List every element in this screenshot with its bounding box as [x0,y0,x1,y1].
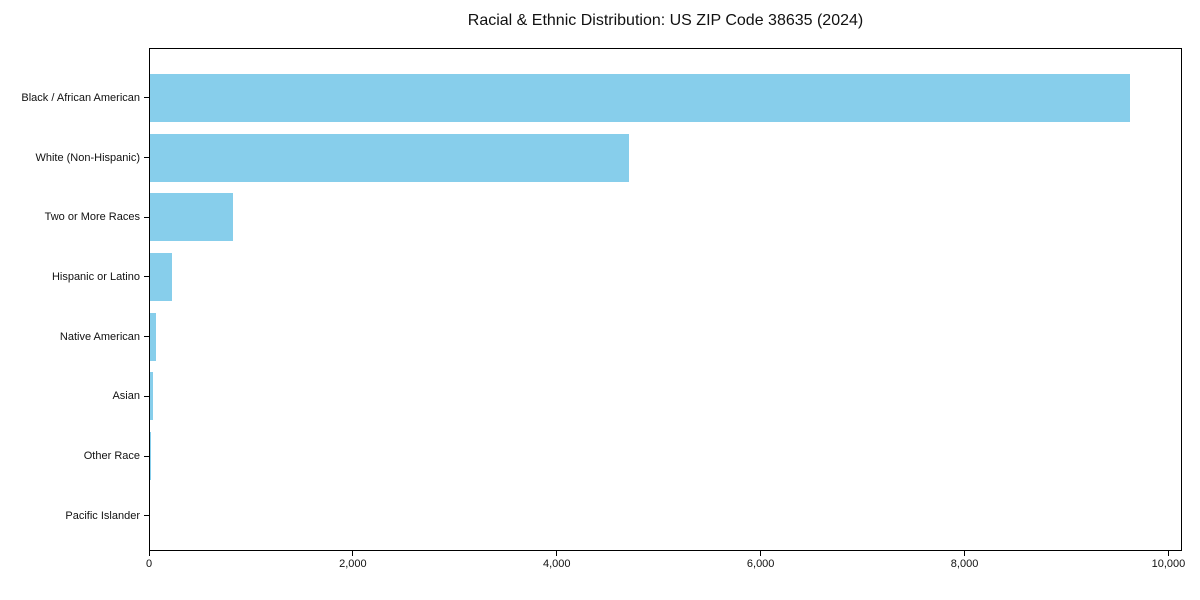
x-axis-tick-label: 2,000 [339,558,367,570]
bar-row [150,68,1181,128]
y-axis-label: Hispanic or Latino [51,270,140,283]
bar [150,252,173,301]
x-axis-tick-label: 6,000 [746,558,775,570]
bar [150,73,1130,122]
x-axis-tick-label: 0 [145,558,153,570]
y-tick [144,157,149,159]
x-tick [760,551,762,556]
bar [150,312,157,361]
y-axis-label: White (Non-Hispanic) [35,151,140,164]
x-tick [148,551,150,556]
bar-row [150,187,1181,247]
bar [150,372,153,421]
plot-area [149,48,1182,551]
bar-row [150,307,1181,367]
x-axis-tick-label: 10,000 [1151,558,1186,570]
x-axis-tick-label: 8,000 [950,558,979,570]
x-axis-tick-label: 4,000 [543,558,571,570]
y-tick [144,455,149,457]
bar [150,193,233,242]
y-tick [144,97,149,99]
y-tick [144,395,149,397]
bar-row [150,426,1181,486]
x-tick [964,551,966,556]
bar-row [150,486,1181,546]
y-axis-label: Black / African American [21,91,140,104]
bar-row [150,128,1181,188]
bar [150,133,630,182]
plot-rows [150,68,1181,546]
y-tick [144,336,149,338]
x-tick [1167,551,1169,556]
bar [150,431,152,480]
y-tick [144,276,149,278]
x-tick [352,551,354,556]
y-axis-label: Asian [112,390,140,403]
bar-row [150,247,1181,307]
y-axis-label: Other Race [83,449,140,462]
chart-title: Racial & Ethnic Distribution: US ZIP Cod… [467,12,864,29]
bar-row [150,366,1181,426]
y-axis-label: Pacific Islander [65,509,140,522]
y-axis-label: Native American [59,330,140,343]
x-tick [556,551,558,556]
y-axis-labels: Black / African American White (Non-Hispa… [0,68,140,546]
y-tick [144,216,149,218]
y-tick [144,515,149,517]
y-axis-label: Two or More Races [44,211,140,224]
